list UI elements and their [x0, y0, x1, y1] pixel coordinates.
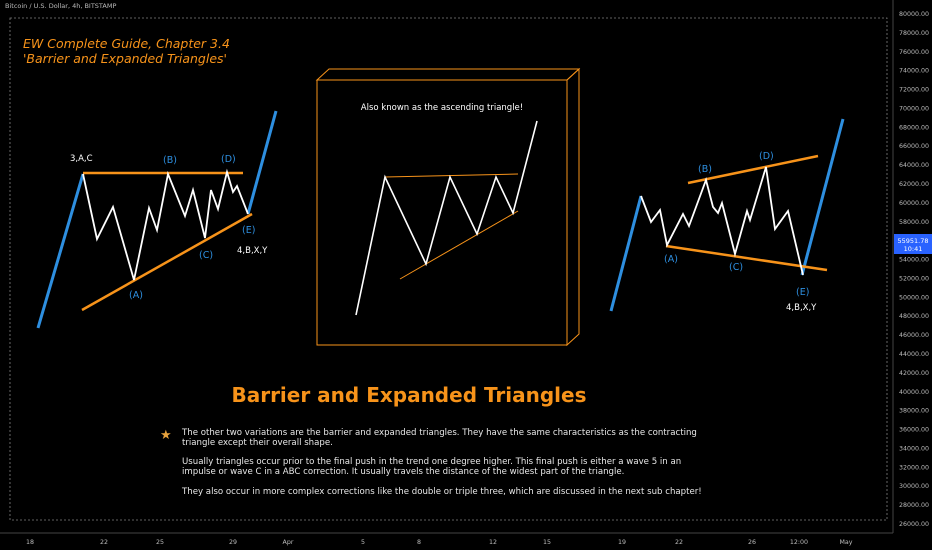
price-tick-label: 30000.00 [899, 483, 929, 490]
expanded-waves [640, 166, 804, 276]
current-price-tag: 55951.78 10:41 [894, 234, 932, 254]
box-support-line [399, 210, 519, 280]
time-tick-label: 29 [229, 539, 237, 546]
expanded-impulse-out [800, 118, 845, 276]
time-tick-label: May [839, 539, 852, 546]
ascending-triangle-box: Also known as the ascending triangle! [315, 67, 581, 347]
expanded-triangle: (B) (D) (A) (C) (E) 4,B,X,Y [609, 118, 845, 313]
price-tick-label: 50000.00 [899, 294, 929, 301]
barrier-label-b: (B) [163, 155, 177, 166]
barrier-impulse-out [246, 110, 278, 215]
price-tick-label: 58000.00 [899, 219, 929, 226]
time-tick-label: 26 [748, 539, 756, 546]
time-tick-label: 22 [675, 539, 683, 546]
expanded-lower-line [665, 244, 828, 272]
time-tick-label: 12 [489, 539, 497, 546]
barrier-label-3ac: 3,A,C [70, 154, 93, 164]
symbol-header: Bitcoin / U.S. Dollar, 4h, BITSTAMP [5, 2, 117, 10]
star-icon: ★ [160, 428, 172, 443]
barrier-label-d: (D) [221, 154, 236, 165]
time-tick-label: 8 [417, 539, 421, 546]
barrier-label-e: (E) [242, 225, 255, 236]
expanded-label-end: 4,B,X,Y [786, 303, 817, 313]
paragraph-3: They also occur in more complex correcti… [182, 487, 702, 497]
barrier-label-a: (A) [129, 290, 143, 301]
price-tick-label: 78000.00 [899, 30, 929, 37]
title-line-2: 'Barrier and Expanded Triangles' [23, 51, 227, 66]
price-tick-label: 44000.00 [899, 351, 929, 358]
paragraph-1: The other two variations are the barrier… [182, 428, 697, 448]
price-tick-label: 28000.00 [899, 502, 929, 509]
price-tick-label: 34000.00 [899, 445, 929, 452]
barrier-label-end: 4,B,X,Y [237, 246, 268, 256]
title-line-1: EW Complete Guide, Chapter 3.4 [23, 36, 230, 51]
time-tick-label: 19 [618, 539, 626, 546]
section-heading: Barrier and Expanded Triangles [231, 383, 586, 407]
price-tick-label: 64000.00 [899, 162, 929, 169]
price-tick-label: 66000.00 [899, 143, 929, 150]
time-tick-label: 22 [100, 539, 108, 546]
price-tick-label: 74000.00 [899, 68, 929, 75]
price-axis: 80000.00 78000.00 76000.00 74000.00 72000.00… [899, 11, 929, 528]
current-price-value: 55951.78 [897, 237, 928, 245]
box-caption: Also known as the ascending triangle! [361, 103, 523, 113]
time-tick-label: 12:00 [790, 539, 808, 546]
expanded-label-a: (A) [664, 254, 678, 265]
time-axis: 18 22 25 29 Apr 5 8 12 15 19 22 26 12:00 May [26, 539, 853, 546]
time-tick-label: 18 [26, 539, 34, 546]
price-tick-label: 54000.00 [899, 257, 929, 264]
paragraph-2: Usually triangles occur prior to the fin… [182, 457, 682, 477]
barrier-impulse-in [36, 173, 85, 329]
barrier-triangle: 3,A,C (B) (D) (A) (C) (E) 4,B,X,Y [36, 110, 278, 329]
price-tick-label: 60000.00 [899, 200, 929, 207]
price-tick-label: 40000.00 [899, 389, 929, 396]
price-tick-label: 76000.00 [899, 49, 929, 56]
price-tick-label: 70000.00 [899, 105, 929, 112]
price-tick-label: 32000.00 [899, 464, 929, 471]
expanded-upper-line [687, 154, 819, 185]
expanded-label-c: (C) [729, 262, 743, 273]
barrier-waves [82, 168, 249, 281]
expanded-impulse-in [609, 195, 643, 312]
box-waves [355, 120, 538, 316]
time-tick-label: 25 [156, 539, 164, 546]
price-tick-label: 36000.00 [899, 427, 929, 434]
price-tick-label: 72000.00 [899, 87, 929, 94]
price-tick-label: 80000.00 [899, 11, 929, 18]
barrier-support-line [81, 212, 253, 312]
price-tick-label: 62000.00 [899, 181, 929, 188]
price-tick-label: 46000.00 [899, 332, 929, 339]
chart-frame [9, 17, 888, 521]
box-resistance-line [384, 173, 519, 178]
price-tick-label: 48000.00 [899, 313, 929, 320]
price-tick-label: 26000.00 [899, 521, 929, 528]
expanded-label-e: (E) [796, 287, 809, 298]
expanded-label-d: (D) [759, 151, 774, 162]
price-tick-label: 52000.00 [899, 275, 929, 282]
price-tick-label: 42000.00 [899, 370, 929, 377]
price-tick-label: 68000.00 [899, 124, 929, 131]
time-tick-label: 15 [543, 539, 551, 546]
price-tick-label: 38000.00 [899, 408, 929, 415]
current-price-countdown: 10:41 [904, 245, 923, 253]
barrier-label-c: (C) [199, 250, 213, 261]
expanded-label-b: (B) [698, 164, 712, 175]
time-tick-label: 5 [361, 539, 365, 546]
time-tick-label: Apr [283, 539, 294, 546]
